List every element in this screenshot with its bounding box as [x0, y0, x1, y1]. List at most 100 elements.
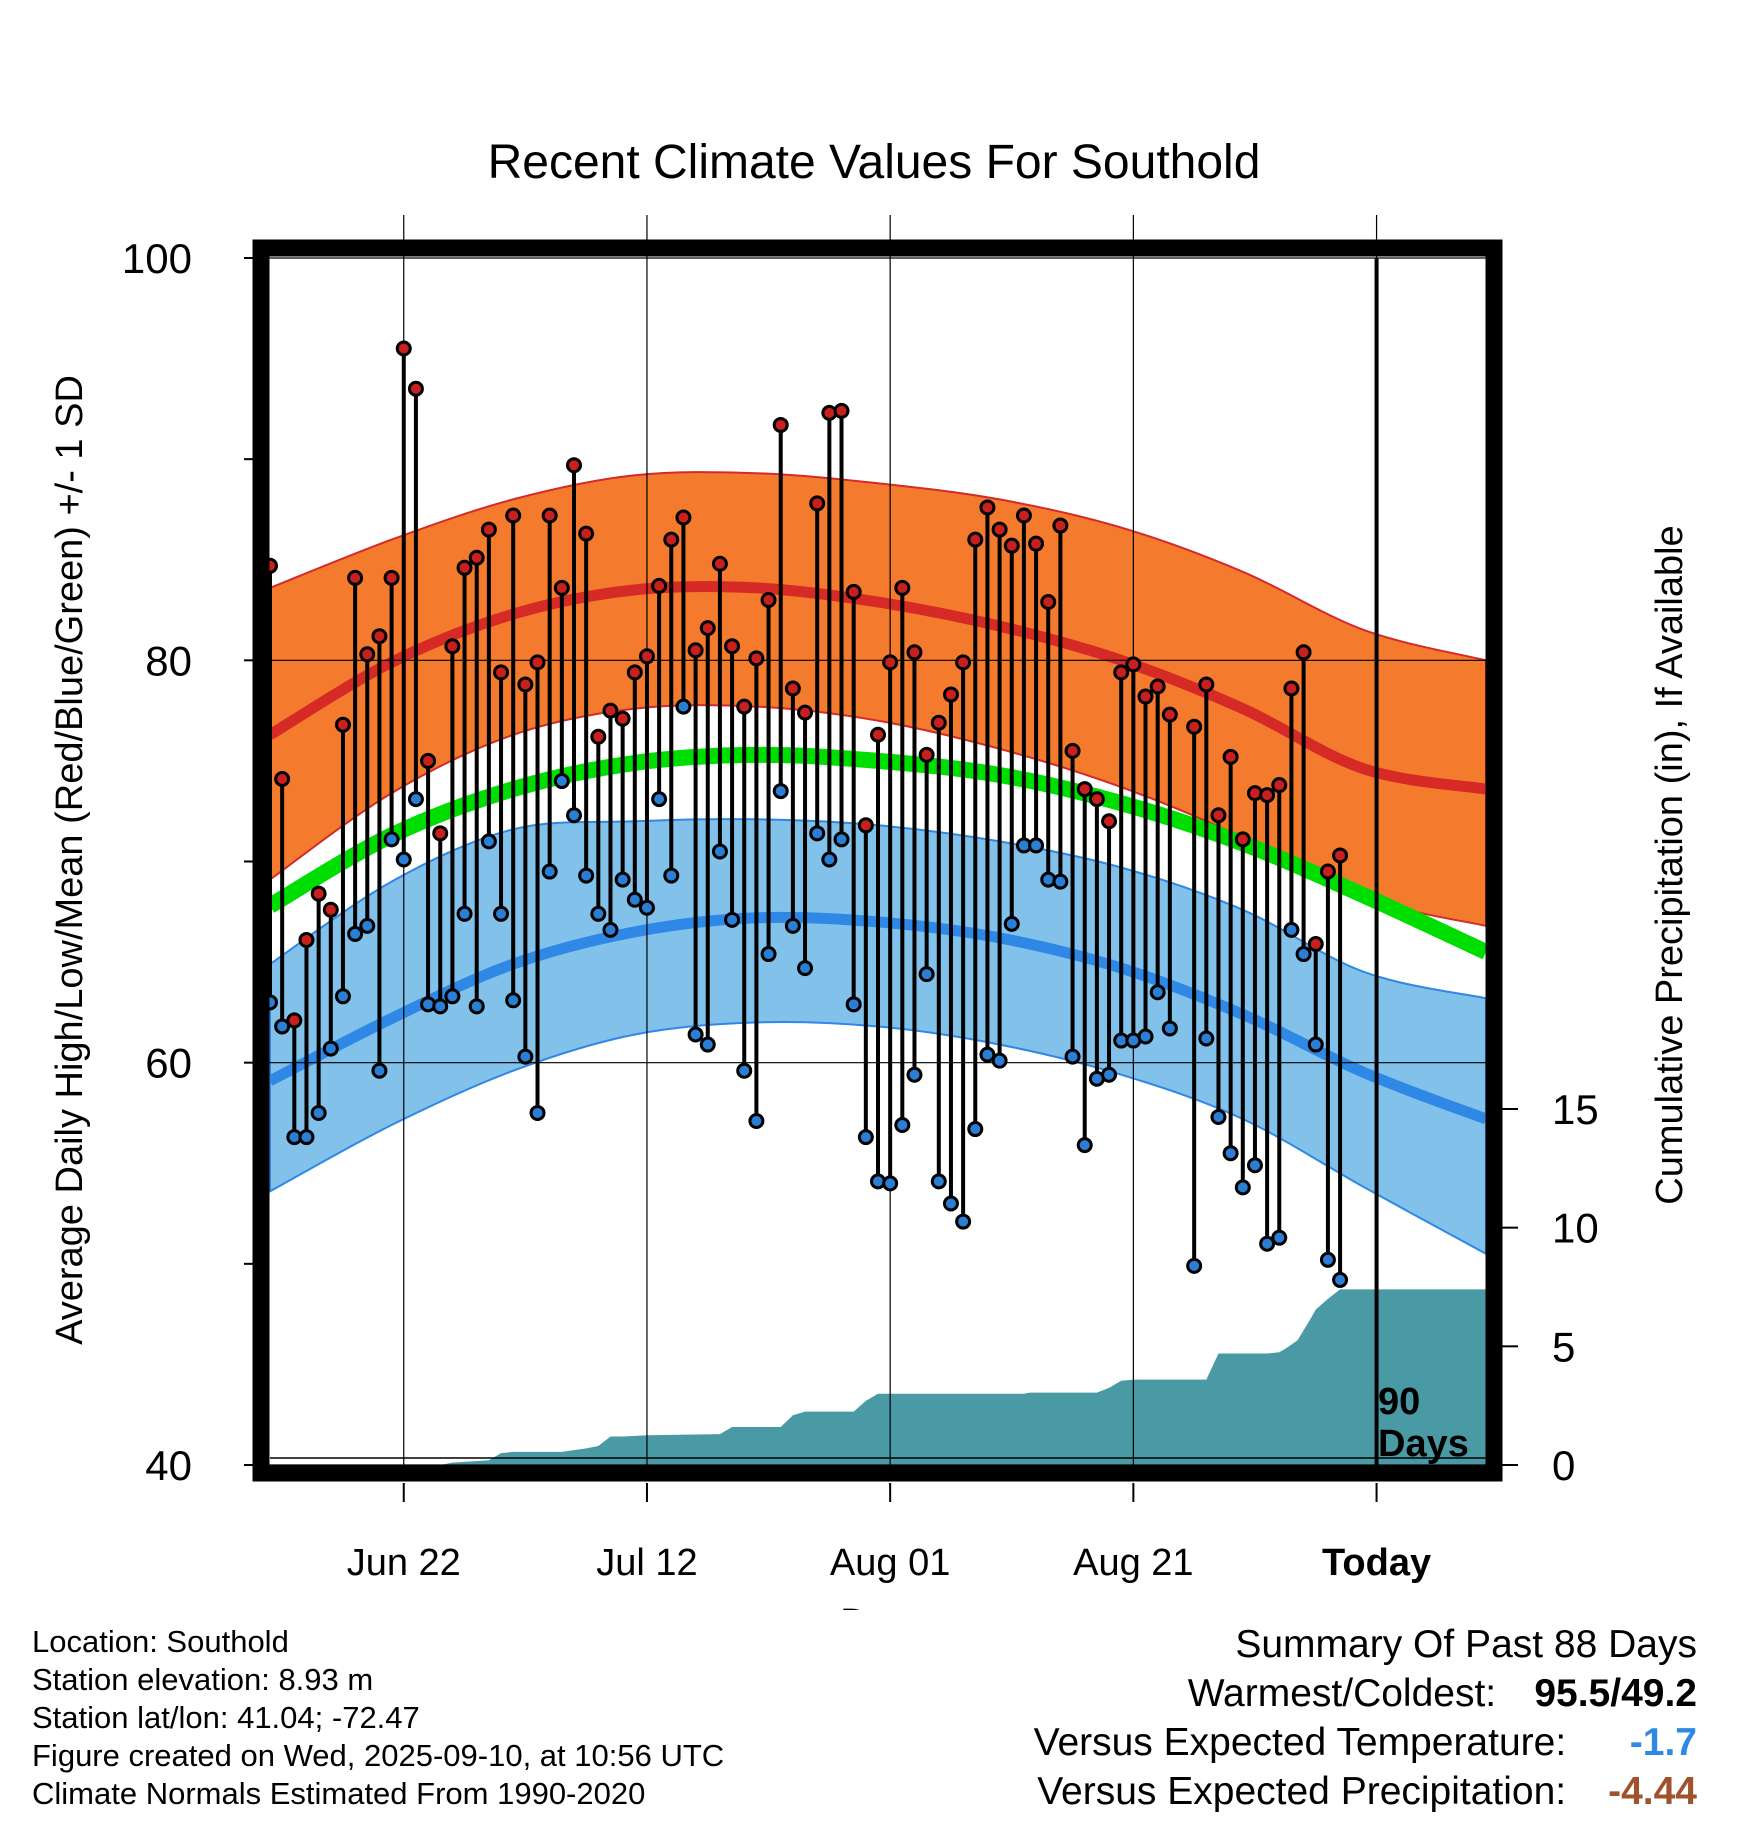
- obs-high-point: [614, 710, 631, 727]
- obs-low-point: [772, 783, 789, 800]
- obs-high-point: [1015, 507, 1032, 524]
- obs-low-point: [383, 831, 400, 848]
- obs-high-point: [918, 746, 935, 763]
- y2-tick-label: 15: [1552, 1086, 1599, 1133]
- obs-high-point: [1271, 777, 1288, 794]
- obs-low-point: [1307, 1036, 1324, 1053]
- obs-high-point: [1307, 935, 1324, 952]
- obs-high-point: [480, 521, 497, 538]
- precip-value: -4.44: [1608, 1770, 1697, 1813]
- obs-low-point: [1186, 1257, 1203, 1274]
- obs-low-point: [748, 1113, 765, 1130]
- obs-high-point: [687, 642, 704, 659]
- obs-low-point: [724, 911, 741, 928]
- y-tick-label: 40: [145, 1442, 192, 1489]
- obs-high-point: [553, 579, 570, 596]
- obs-high-point: [894, 579, 911, 596]
- obs-high-point: [1101, 813, 1118, 830]
- obs-low-point: [1295, 946, 1312, 963]
- normals-text: Climate Normals Estimated From 1990-2020: [32, 1776, 646, 1811]
- obs-low-point: [967, 1121, 984, 1138]
- obs-low-point: [1064, 1048, 1081, 1065]
- obs-high-point: [967, 531, 984, 548]
- obs-high-point: [334, 716, 351, 733]
- obs-low-point: [334, 988, 351, 1005]
- obs-high-point: [420, 752, 437, 769]
- obs-high-point: [626, 664, 643, 681]
- obs-high-point: [407, 380, 424, 397]
- today-days-line2: Days: [1378, 1423, 1469, 1465]
- obs-low-point: [298, 1129, 315, 1146]
- obs-high-point: [566, 457, 582, 474]
- obs-high-point: [955, 654, 972, 671]
- obs-high-point: [1161, 706, 1178, 723]
- obs-high-point: [1040, 593, 1057, 610]
- obs-low-point: [1319, 1251, 1336, 1268]
- obs-low-point: [1246, 1157, 1263, 1174]
- obs-high-point: [395, 340, 412, 357]
- obs-low-point: [784, 917, 801, 934]
- obs-high-point: [505, 507, 522, 524]
- latlon-text: Station lat/lon: 41.04; -72.47: [32, 1700, 420, 1735]
- obs-high-point: [699, 620, 716, 637]
- obs-low-point: [833, 831, 850, 848]
- obs-high-point: [882, 654, 899, 671]
- x-tick-label: Aug 01: [830, 1542, 950, 1584]
- obs-high-point: [1064, 742, 1081, 759]
- obs-low-point: [687, 1026, 704, 1043]
- obs-high-point: [857, 817, 874, 834]
- obs-low-point: [711, 843, 728, 860]
- obs-high-point: [760, 591, 777, 608]
- obs-low-point: [942, 1195, 959, 1212]
- x-tick-label: Jun 22: [347, 1542, 461, 1584]
- obs-high-point: [1088, 791, 1105, 808]
- obs-low-point: [857, 1129, 874, 1146]
- obs-low-point: [845, 996, 862, 1013]
- obs-low-point: [1283, 921, 1300, 938]
- obs-low-point: [882, 1175, 899, 1192]
- obs-high-point: [736, 698, 753, 715]
- y2-tick-label: 0: [1552, 1442, 1575, 1489]
- obs-high-point: [870, 726, 886, 743]
- obs-high-point: [1295, 644, 1312, 661]
- obs-high-point: [1186, 718, 1203, 735]
- obs-low-point: [1003, 915, 1020, 932]
- obs-high-point: [845, 583, 862, 600]
- obs-low-point: [979, 1046, 996, 1063]
- obs-low-point: [675, 698, 692, 715]
- obs-low-point: [347, 925, 364, 942]
- y-axis-label: Average Daily High/Low/Mean (Red/Blue/Gr…: [49, 375, 91, 1345]
- obs-high-point: [1113, 664, 1130, 681]
- created-text: Figure created on Wed, 2025-09-10, at 10…: [32, 1738, 725, 1773]
- obs-low-point: [930, 1173, 947, 1190]
- obs-low-point: [1028, 837, 1045, 854]
- obs-low-point: [468, 998, 485, 1015]
- obs-low-point: [918, 966, 935, 983]
- obs-high-point: [274, 771, 291, 788]
- obs-low-point: [663, 867, 680, 884]
- obs-low-point: [322, 1040, 339, 1057]
- obs-high-point: [1283, 680, 1300, 697]
- obs-low-point: [407, 791, 424, 808]
- warm-cold-value: 95.5/49.2: [1534, 1672, 1697, 1715]
- obs-low-point: [395, 851, 412, 868]
- obs-low-point: [553, 773, 570, 790]
- obs-low-point: [505, 992, 522, 1009]
- obs-high-point: [310, 885, 327, 902]
- obs-low-point: [274, 1018, 291, 1035]
- obs-high-point: [809, 495, 826, 512]
- obs-high-point: [724, 638, 741, 655]
- warm-cold-label: Warmest/Coldest:: [1187, 1672, 1497, 1715]
- obs-low-point: [493, 905, 510, 922]
- obs-low-point: [1332, 1271, 1349, 1288]
- obs-low-point: [480, 833, 497, 850]
- obs-high-point: [602, 702, 619, 719]
- obs-low-point: [1234, 1179, 1251, 1196]
- y-tick-label: 60: [145, 1040, 192, 1087]
- observations: [262, 340, 1349, 1288]
- obs-high-point: [651, 577, 668, 594]
- obs-high-point: [1234, 831, 1251, 848]
- obs-low-point: [991, 1052, 1008, 1069]
- obs-low-point: [797, 960, 814, 977]
- obs-high-point: [359, 646, 376, 663]
